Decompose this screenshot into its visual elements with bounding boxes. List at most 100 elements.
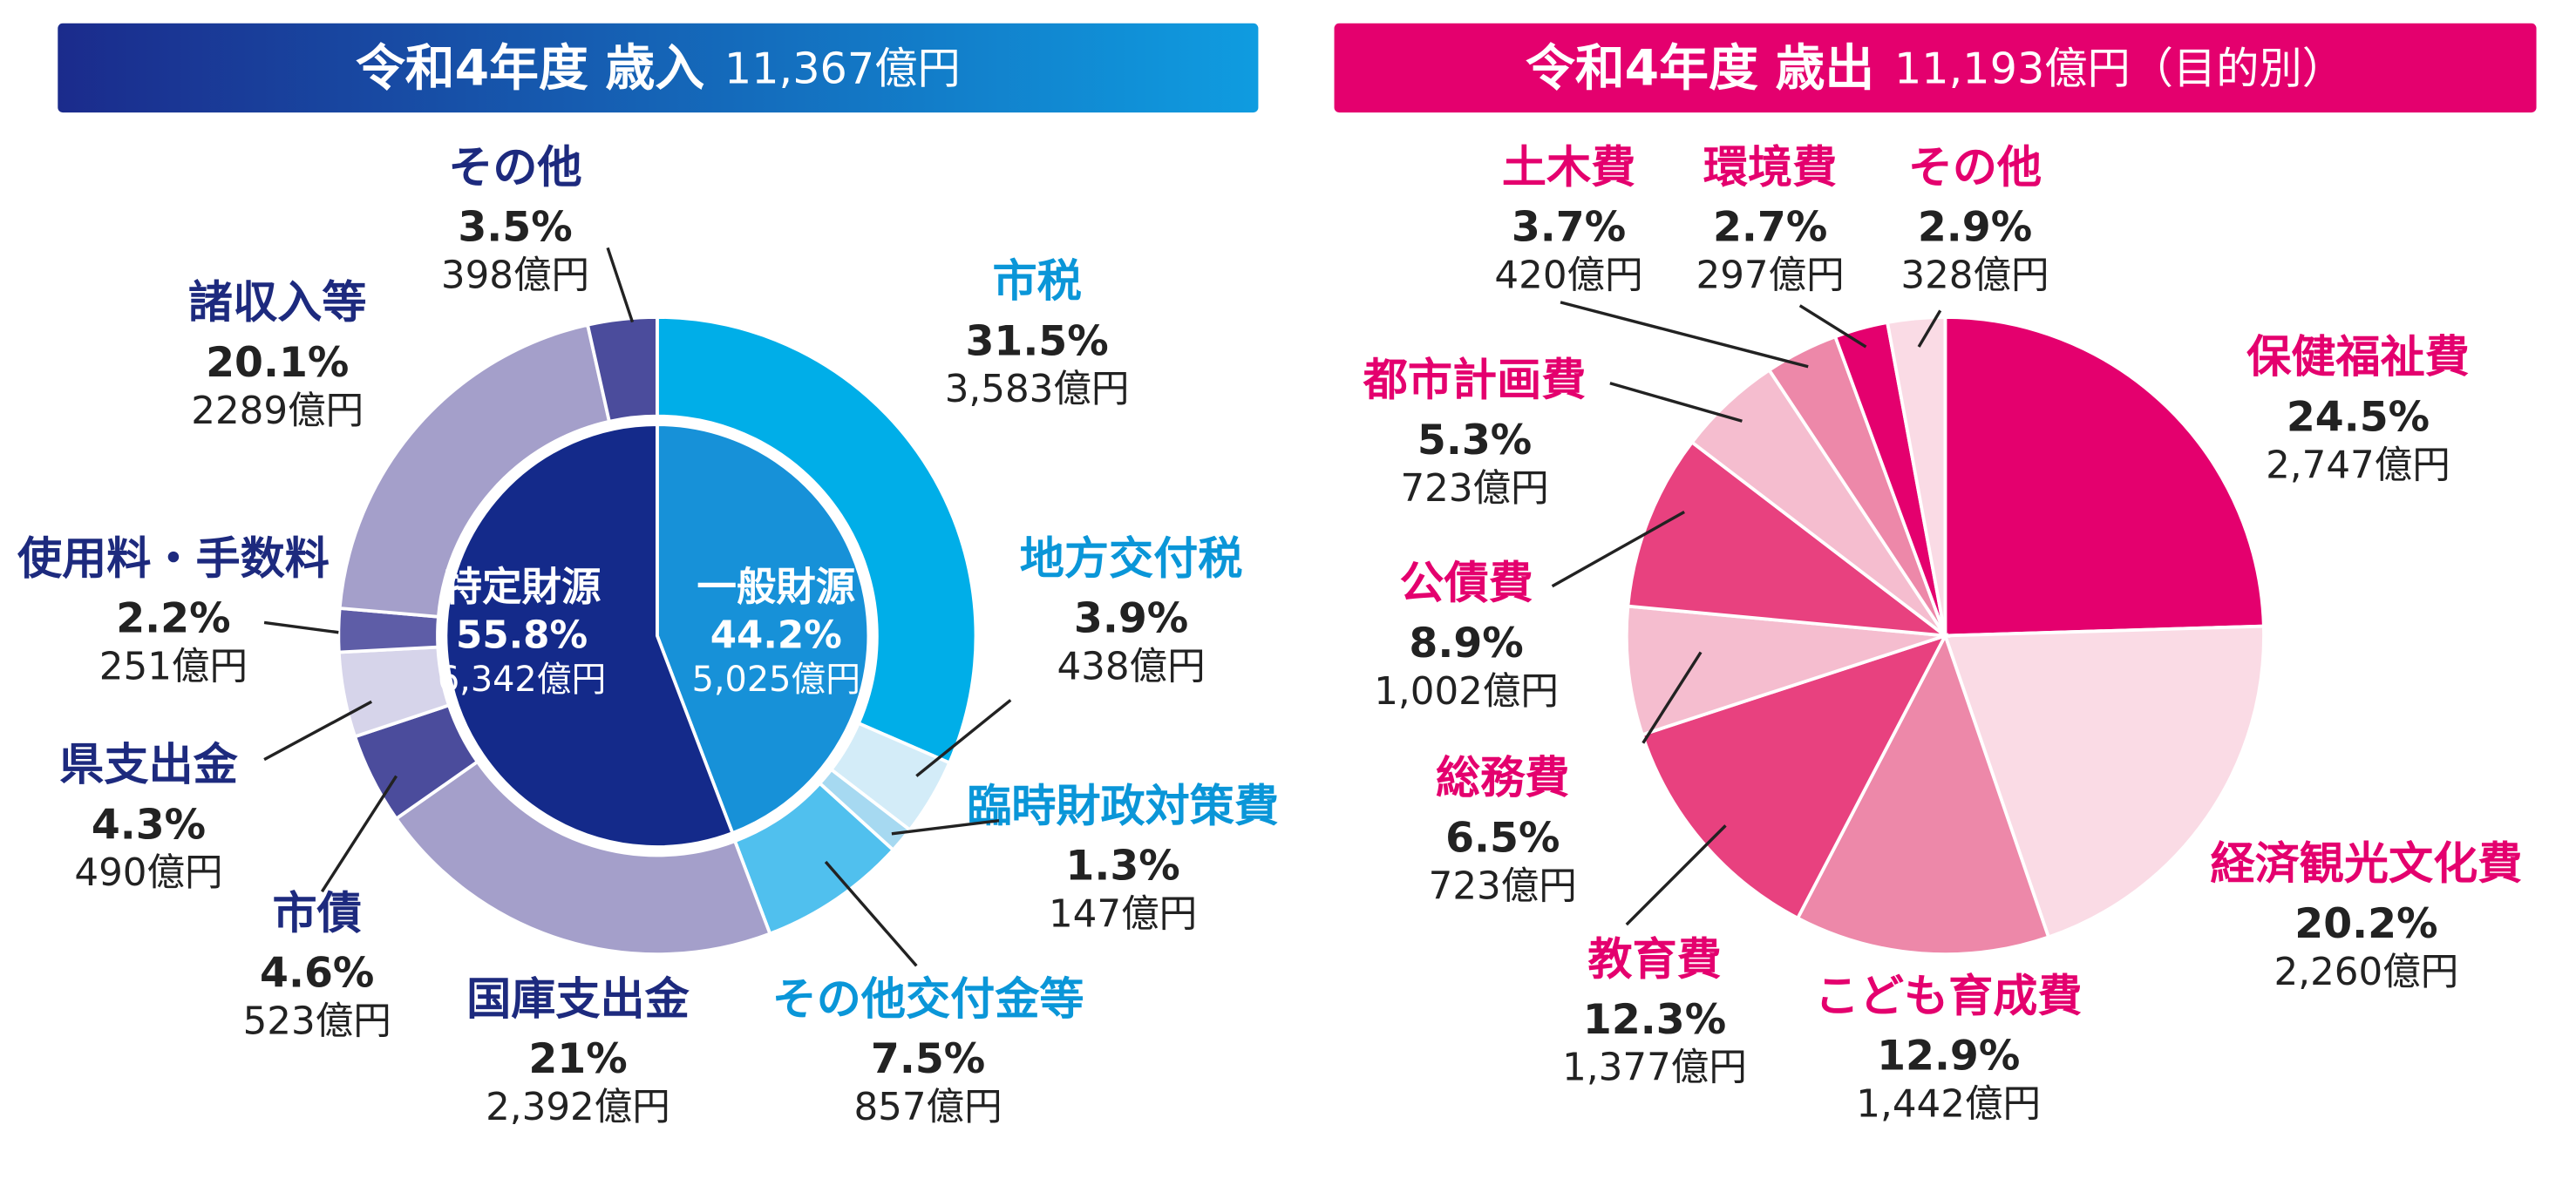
label-name: その他交付金等: [772, 974, 1084, 1026]
slice: [1885, 315, 1947, 636]
label-name: 県支出金: [59, 740, 238, 791]
leader-line: [606, 247, 635, 323]
label-name: 地方交付税: [1020, 533, 1243, 585]
label-value: 4.6%: [260, 950, 374, 998]
label-amount: 1,002億円: [1374, 670, 1559, 714]
label-name: 使用料・手数料: [17, 533, 330, 585]
slice: [1942, 624, 2266, 939]
label-name: その他: [1908, 142, 2042, 193]
leader-line: [263, 620, 339, 634]
slice: [1640, 633, 1949, 921]
title-bar: [58, 23, 1259, 113]
label-name: 保健福祉費: [2246, 332, 2470, 383]
label-name: 教育費: [1587, 935, 1721, 986]
label-name: 国庫支出金: [466, 974, 690, 1026]
label-value: 2.7%: [1713, 204, 1827, 252]
label-amount: 2,260億円: [2274, 951, 2459, 994]
leader-line: [824, 860, 918, 967]
label-amount: 438億円: [1057, 645, 1205, 688]
label-amount: 398億円: [441, 254, 589, 297]
label-amount: 723億円: [1429, 864, 1577, 908]
label-name: 土木費: [1502, 142, 1635, 193]
label-value: 3.9%: [1074, 594, 1188, 642]
label-amount: 490億円: [74, 851, 222, 895]
slice: [1624, 604, 1946, 737]
label-name: 市債: [273, 889, 362, 940]
slice: [656, 423, 871, 836]
inner-name: 一般財源: [697, 564, 855, 610]
subtitle: 11,367億円: [724, 43, 961, 93]
slice: [585, 315, 659, 423]
label-value: 1.3%: [1065, 843, 1179, 891]
slice: [656, 315, 978, 765]
label-name: 市税: [992, 256, 1081, 308]
label-amount: 251億円: [99, 645, 248, 688]
label-amount: 523億円: [243, 1000, 391, 1044]
label-value: 31.5%: [965, 317, 1108, 365]
leader-line: [1551, 510, 1685, 588]
slice: [1626, 439, 1951, 639]
label-value: 5.3%: [1417, 417, 1532, 464]
label-amount: 1,377億円: [1562, 1047, 1747, 1090]
label-amount: 147億円: [1049, 893, 1197, 937]
label-value: 20.2%: [2294, 900, 2437, 948]
label-value: 12.3%: [1583, 996, 1726, 1044]
label-amount: 1,442億円: [1856, 1082, 2041, 1126]
inner-name: 特定財源: [443, 564, 602, 610]
label-value: 8.9%: [1409, 620, 1523, 667]
label-amount: 297億円: [1696, 254, 1845, 297]
label-amount: 2289億円: [191, 390, 364, 433]
title: 令和4年度 歳出 11,193億円（目的別）: [1526, 39, 2345, 97]
inner-amount: 6,342億円: [438, 660, 606, 700]
label-value: 2.9%: [1918, 204, 2032, 252]
label-name: 公債費: [1399, 559, 1533, 610]
label-amount: 3,583億円: [945, 368, 1130, 411]
leader-line: [1625, 824, 1727, 926]
slice: [444, 423, 735, 849]
title-text: 令和4年度 歳入: [356, 39, 704, 97]
title-text: 令和4年度 歳出: [1526, 39, 1874, 97]
label-amount: 723億円: [1400, 467, 1548, 511]
label-name: 臨時財政対策費: [967, 781, 1279, 832]
leader-line: [1560, 301, 1809, 369]
label-name: 環境費: [1703, 142, 1837, 193]
inner-value: 55.8%: [456, 613, 588, 657]
label-name: その他: [448, 142, 581, 193]
label-value: 12.9%: [1877, 1032, 2020, 1080]
label-value: 21%: [528, 1035, 627, 1083]
leader-line: [1641, 651, 1703, 744]
leader-line: [1609, 382, 1743, 423]
label-name: 経済観光文化費: [2210, 839, 2522, 891]
label-name: こども育成費: [1815, 971, 2083, 1022]
label-name: 都市計画費: [1363, 356, 1587, 407]
leader-line: [915, 699, 1012, 777]
label-amount: 420億円: [1494, 254, 1642, 297]
slice: [337, 322, 612, 619]
label-value: 4.3%: [92, 801, 206, 849]
inner-amount: 5,025億円: [692, 660, 860, 700]
title-bar: [1334, 23, 2537, 113]
leader-line: [263, 700, 373, 762]
label-value: 24.5%: [2287, 393, 2430, 441]
label-name: 諸収入等: [188, 278, 367, 329]
leader-line: [891, 819, 1000, 836]
leader-line: [320, 775, 398, 893]
label-amount: 2,392億円: [486, 1086, 670, 1129]
label-amount: 857億円: [853, 1086, 1002, 1129]
leader-line: [1798, 304, 1867, 349]
label-value: 3.5%: [458, 204, 572, 252]
slice: [393, 759, 772, 956]
label-amount: 328億円: [1900, 254, 2049, 297]
slice: [1795, 631, 2051, 956]
title: 令和4年度 歳入 11,367億円: [356, 39, 961, 97]
label-value: 20.1%: [206, 339, 349, 387]
label-value: 6.5%: [1445, 814, 1560, 862]
label-value: 2.2%: [116, 594, 230, 642]
label-name: 総務費: [1436, 753, 1569, 804]
leader-line: [1917, 309, 1942, 348]
label-value: 3.7%: [1512, 204, 1626, 252]
subtitle: 11,193億円（目的別）: [1894, 43, 2345, 93]
slice: [1943, 315, 2266, 638]
